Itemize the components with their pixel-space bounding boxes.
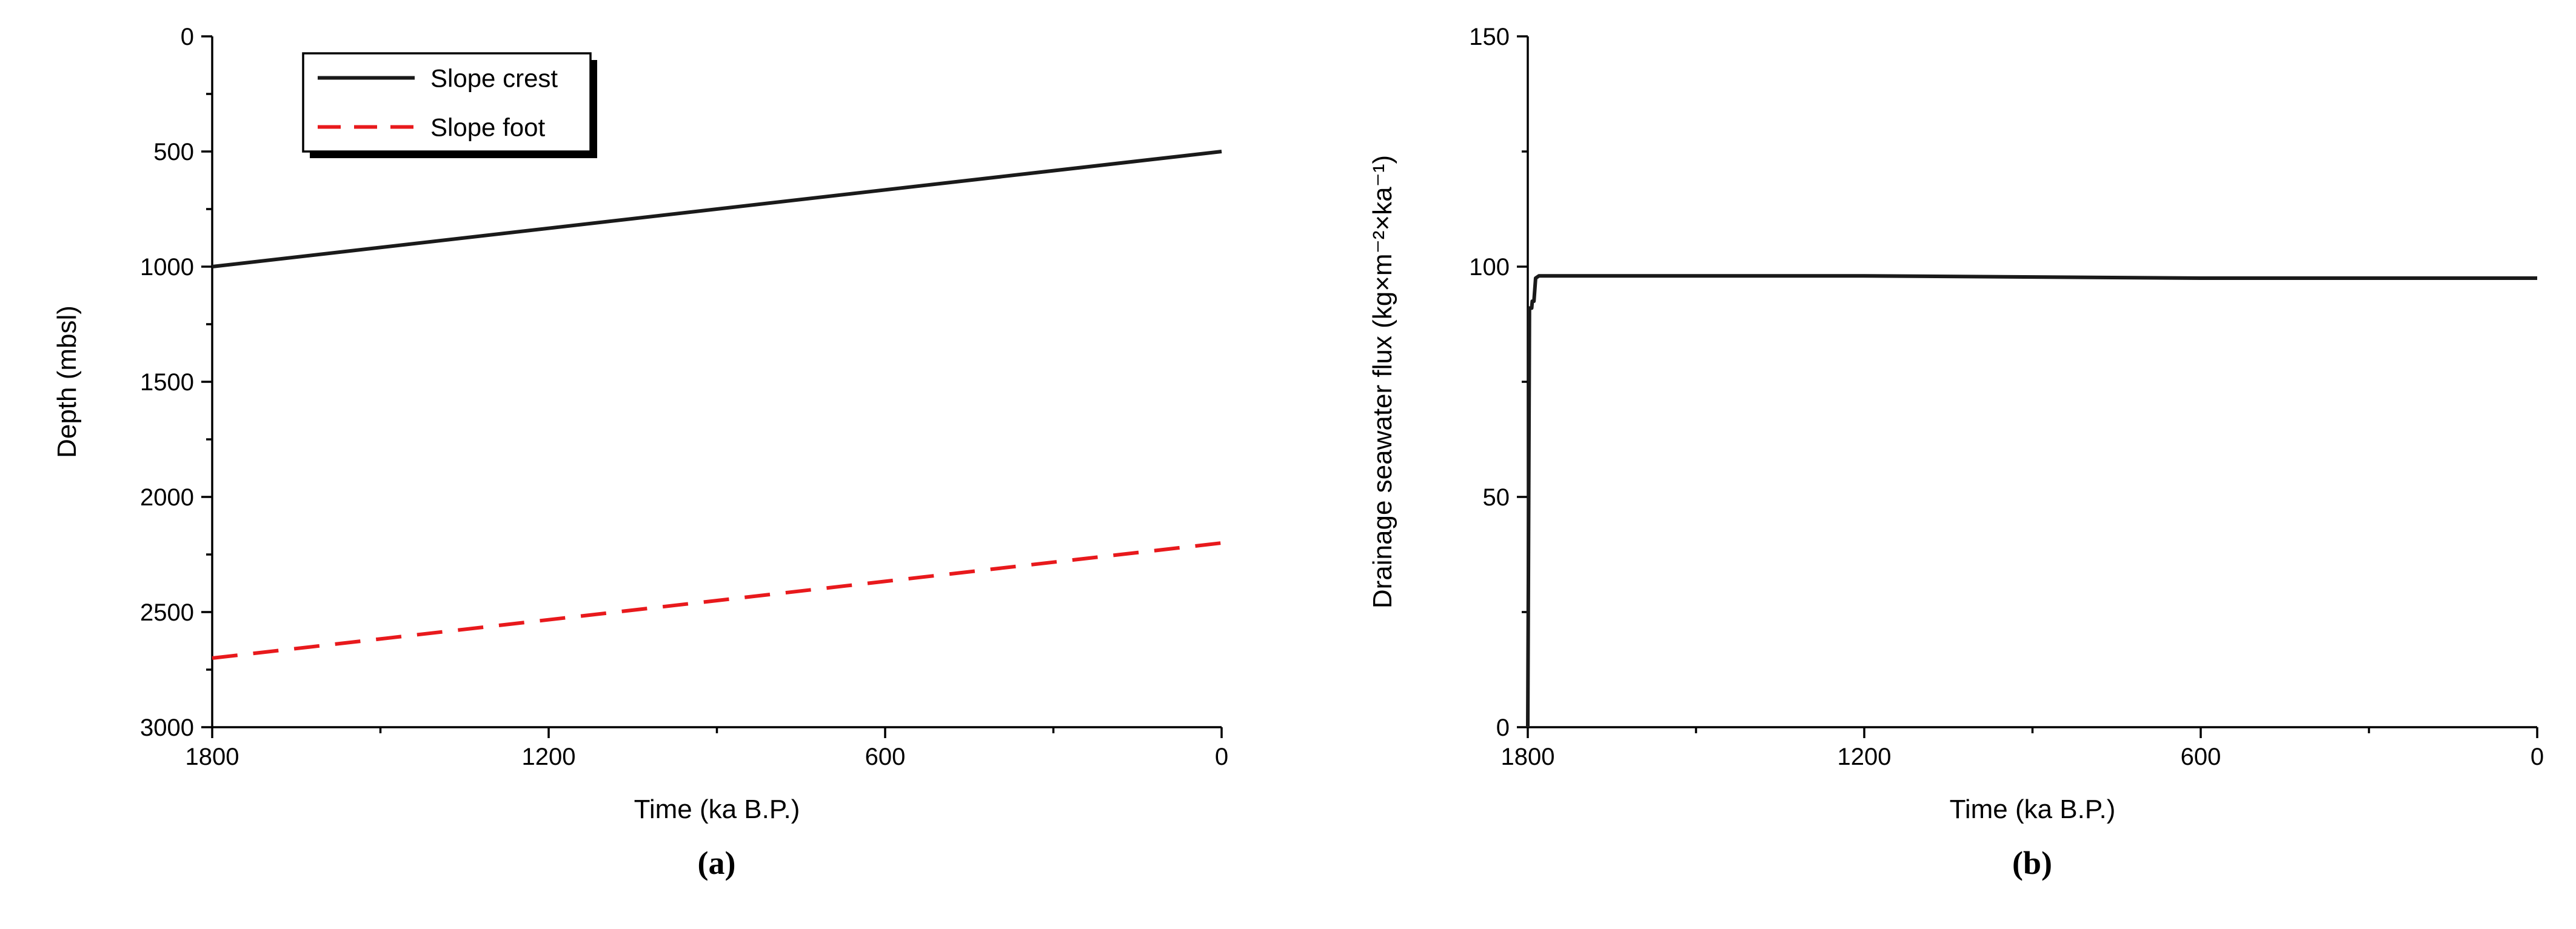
svg-text:600: 600 <box>2181 744 2221 770</box>
svg-text:1200: 1200 <box>522 744 576 770</box>
svg-text:150: 150 <box>1469 24 1510 50</box>
svg-text:600: 600 <box>865 744 906 770</box>
svg-text:100: 100 <box>1469 254 1510 281</box>
depth-vs-time-chart: 1800 1200 600 0 0 500 1000 1500 2000 2500 3000 Time… <box>52 24 1228 824</box>
svg-text:50: 50 <box>1483 484 1510 511</box>
svg-text:Slope foot: Slope foot <box>430 113 545 142</box>
svg-text:3000: 3000 <box>140 714 194 741</box>
svg-text:2000: 2000 <box>140 484 194 511</box>
svg-text:2500: 2500 <box>140 599 194 626</box>
svg-text:500: 500 <box>153 139 194 165</box>
svg-text:1200: 1200 <box>1838 744 1892 770</box>
svg-text:1800: 1800 <box>186 744 239 770</box>
svg-text:1800: 1800 <box>1501 744 1555 770</box>
drainage-flux-chart: 1800 1200 600 0 0 50 100 150 Time (ka B.P.) Drain… <box>1368 24 2544 824</box>
svg-text:Time (ka B.P.): Time (ka B.P.) <box>1950 794 2116 824</box>
svg-text:1500: 1500 <box>140 369 194 396</box>
svg-text:0: 0 <box>1496 714 1510 741</box>
svg-text:Depth (mbsl): Depth (mbsl) <box>52 305 82 458</box>
panel-a-caption: (a) <box>697 845 736 881</box>
two-panel-figure: 1800 1200 600 0 0 500 1000 1500 2000 2500 3000 Time… <box>24 9 2552 882</box>
svg-text:0: 0 <box>181 24 194 50</box>
panel-b: 1800 1200 600 0 0 50 100 150 Time (ka B.P.) Drain… <box>1340 9 2552 882</box>
svg-text:1000: 1000 <box>140 254 194 281</box>
svg-text:0: 0 <box>2531 744 2544 770</box>
svg-text:Time (ka B.P.): Time (ka B.P.) <box>634 794 800 824</box>
panel-a: 1800 1200 600 0 0 500 1000 1500 2000 2500 3000 Time… <box>24 9 1237 882</box>
svg-text:0: 0 <box>1215 744 1228 770</box>
svg-text:Drainage seawater flux (kg×m⁻²: Drainage seawater flux (kg×m⁻²×ka⁻¹) <box>1368 155 1397 608</box>
panel-b-caption: (b) <box>2012 845 2052 881</box>
svg-text:Slope crest: Slope crest <box>430 64 558 93</box>
